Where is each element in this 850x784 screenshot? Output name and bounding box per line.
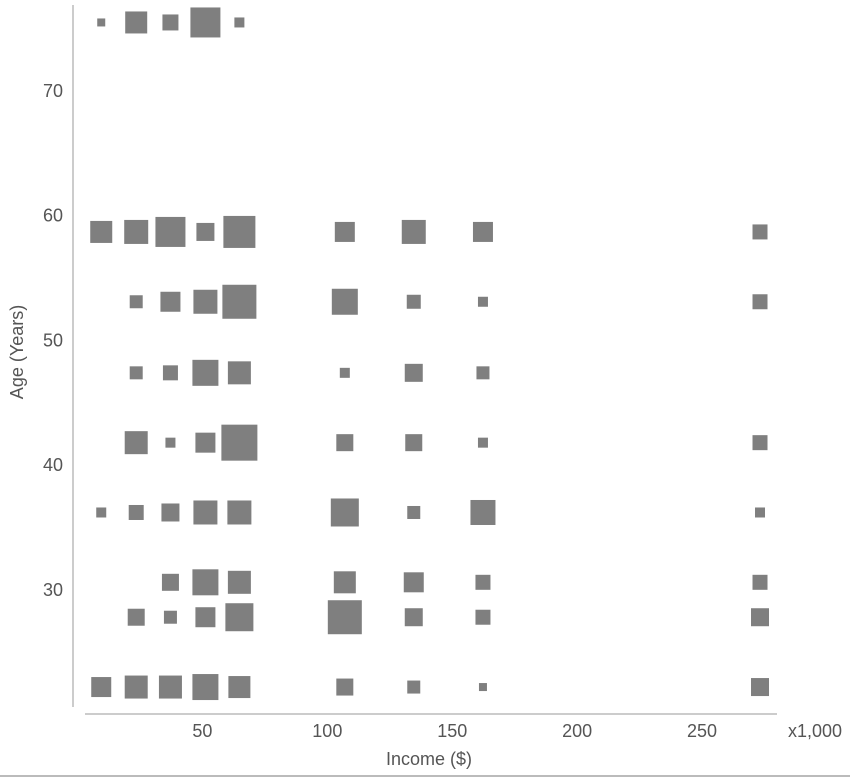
y-tick-label: 60	[43, 206, 63, 226]
marker	[161, 573, 179, 591]
marker	[163, 610, 177, 624]
y-tick-label: 70	[43, 81, 63, 101]
marker	[407, 505, 421, 519]
y-tick-label: 40	[43, 455, 63, 475]
marker	[124, 675, 148, 699]
marker	[125, 11, 148, 34]
marker	[227, 570, 251, 594]
marker	[124, 431, 148, 455]
marker	[90, 220, 113, 243]
marker	[751, 608, 770, 627]
marker	[223, 215, 256, 248]
marker	[751, 678, 770, 697]
marker	[333, 571, 356, 594]
y-tick-label: 30	[43, 580, 63, 600]
marker	[91, 677, 112, 698]
marker	[752, 574, 768, 590]
marker	[128, 504, 144, 520]
marker	[336, 434, 354, 452]
y-tick-label: 50	[43, 330, 63, 350]
marker	[470, 499, 496, 525]
marker	[405, 434, 423, 452]
marker	[475, 574, 491, 590]
marker	[127, 608, 145, 626]
x-tick-label: 250	[687, 721, 717, 741]
marker	[406, 294, 421, 309]
marker	[334, 221, 355, 242]
marker	[755, 507, 766, 518]
marker	[336, 678, 354, 696]
marker	[155, 216, 186, 247]
marker	[475, 609, 491, 625]
marker	[221, 424, 258, 461]
marker	[339, 367, 350, 378]
marker	[752, 294, 768, 310]
x-unit-label: x1,000	[788, 721, 842, 741]
marker	[129, 295, 143, 309]
marker	[327, 600, 362, 635]
marker	[331, 288, 358, 315]
x-tick-label: 200	[562, 721, 592, 741]
marker	[222, 284, 257, 319]
marker	[477, 296, 488, 307]
marker	[227, 500, 252, 525]
marker	[193, 289, 218, 314]
x-tick-label: 50	[192, 721, 212, 741]
marker	[96, 507, 107, 518]
marker	[477, 437, 488, 448]
marker	[158, 675, 182, 699]
marker	[752, 224, 768, 240]
marker	[404, 608, 423, 627]
marker	[192, 569, 219, 596]
x-axis-label: Income ($)	[386, 749, 472, 769]
marker	[162, 365, 178, 381]
x-tick-label: 100	[312, 721, 342, 741]
y-axis-label: Age (Years)	[7, 305, 27, 399]
marker	[225, 603, 254, 632]
marker	[195, 607, 216, 628]
marker	[752, 435, 768, 451]
marker	[472, 221, 493, 242]
marker	[192, 359, 219, 386]
marker	[162, 14, 179, 31]
marker	[227, 361, 251, 385]
marker	[407, 680, 421, 694]
marker	[190, 7, 221, 38]
marker	[124, 219, 149, 244]
marker	[401, 219, 426, 244]
marker	[165, 437, 176, 448]
marker	[192, 674, 219, 701]
marker	[476, 366, 490, 380]
marker	[129, 366, 143, 380]
marker	[403, 572, 424, 593]
marker	[160, 291, 181, 312]
x-tick-label: 150	[437, 721, 467, 741]
marker	[196, 222, 215, 241]
marker	[478, 683, 487, 692]
marker	[195, 432, 216, 453]
marker	[234, 17, 245, 28]
marker	[97, 18, 106, 27]
marker	[161, 503, 180, 522]
marker	[404, 363, 423, 382]
marker	[193, 500, 218, 525]
marker	[330, 498, 359, 527]
marker	[228, 676, 251, 699]
